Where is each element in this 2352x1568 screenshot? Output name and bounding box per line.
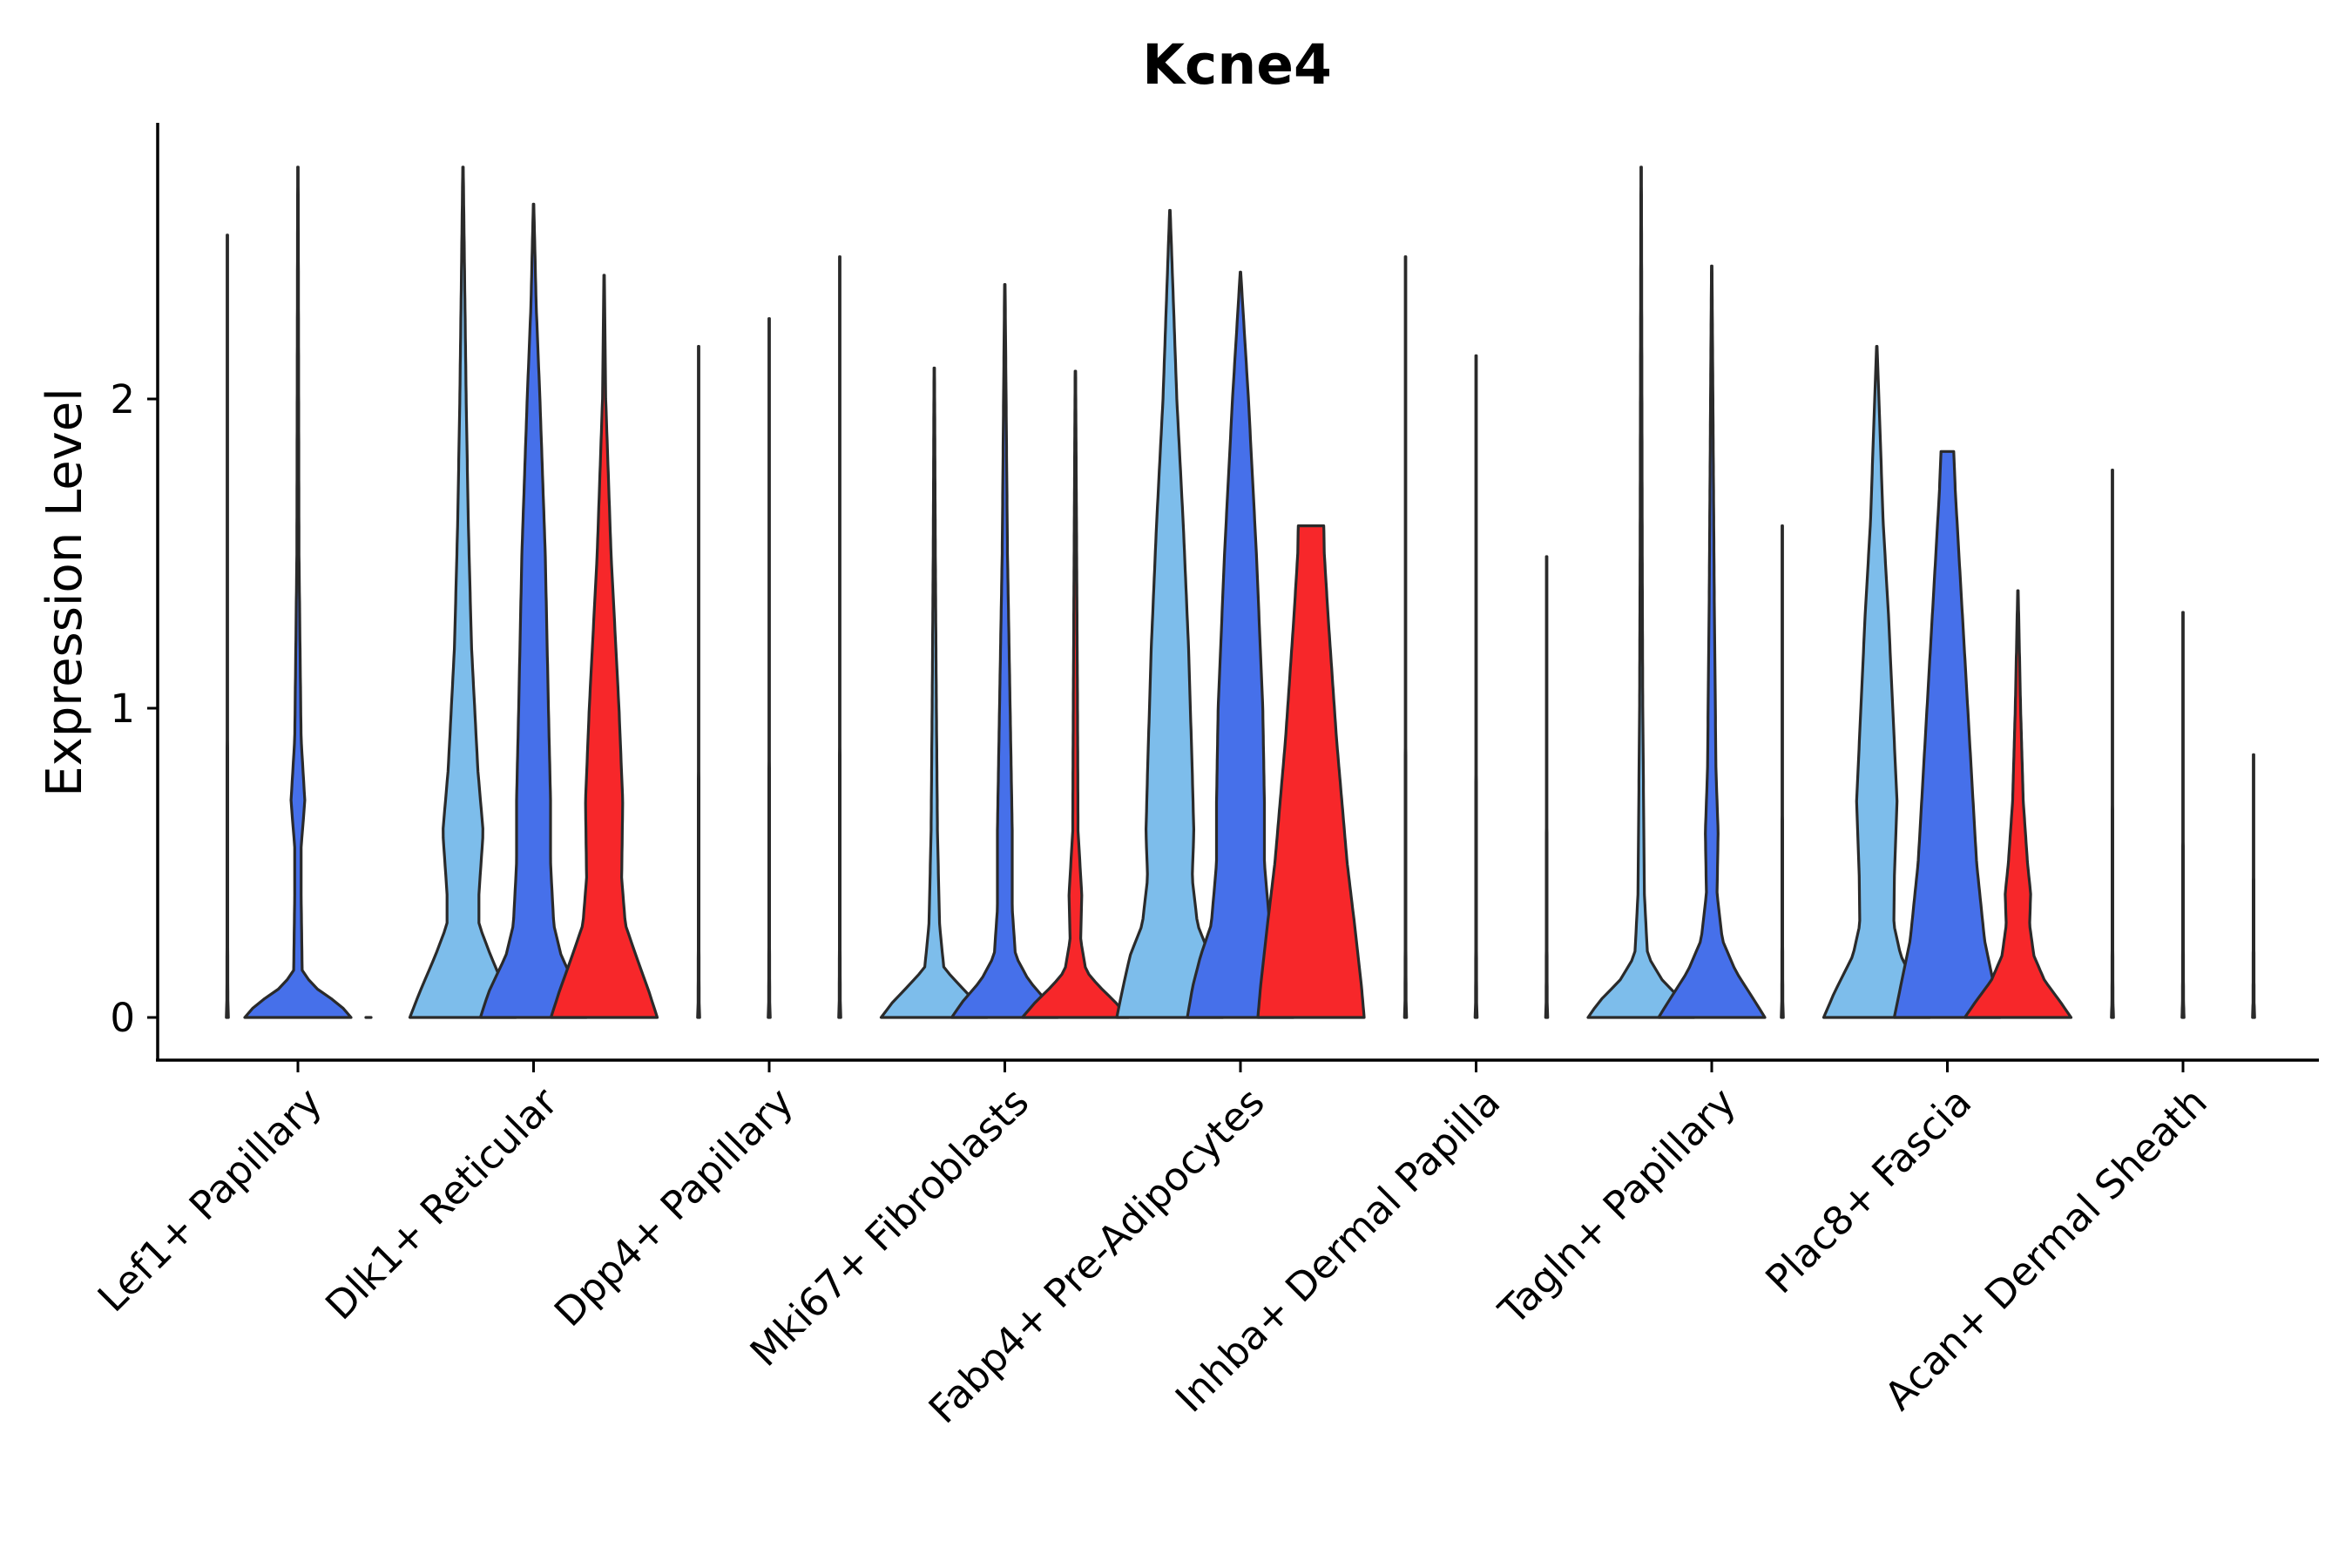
violin-3-0 (879, 366, 990, 1019)
x-tick-label-1: Dlk1+ Reticular (316, 1078, 566, 1328)
chart-title: Kcne4 (1142, 33, 1332, 97)
x-tick-label-0: Lef1+ Papillary (89, 1078, 331, 1321)
violin-8-0 (2110, 469, 2115, 1019)
violin-2-1 (767, 317, 772, 1019)
y-tick-label-2: 2 (110, 376, 135, 422)
x-tick-label-6: Tagln+ Papillary (1490, 1078, 1745, 1334)
violin-0-1 (243, 166, 353, 1019)
x-tick-label-7: Plac8+ Fascia (1756, 1078, 1980, 1302)
y-ticks: 0 1 2 (110, 376, 158, 1041)
violin-5-0 (1402, 255, 1409, 1019)
violin-2-2 (837, 255, 842, 1019)
violin-1-0 (408, 166, 518, 1019)
violin-8-2 (2251, 753, 2256, 1019)
y-axis-label: Expression Level (37, 388, 93, 797)
violin-6-2 (1780, 524, 1785, 1019)
violin-5-2 (1544, 555, 1550, 1019)
violin-7-1 (1892, 449, 2003, 1019)
violin-7-2 (1963, 589, 2073, 1019)
violins-layer (225, 166, 2256, 1019)
violin-4-0 (1115, 208, 1225, 1019)
violin-6-0 (1586, 166, 1696, 1019)
violin-5-1 (1473, 354, 1479, 1019)
violin-3-1 (950, 283, 1060, 1019)
violin-0-0 (225, 233, 230, 1019)
violin-6-1 (1657, 264, 1767, 1019)
violin-7-0 (1821, 345, 1932, 1019)
violin-3-2 (1020, 369, 1131, 1019)
violin-4-1 (1186, 270, 1295, 1019)
y-tick-label-0: 0 (110, 995, 135, 1041)
violin-4-2 (1256, 524, 1366, 1019)
violin-1-2 (549, 274, 659, 1019)
violin-2-0 (696, 345, 701, 1019)
y-tick-label-1: 1 (110, 686, 135, 732)
violin-1-1 (478, 202, 589, 1019)
x-tick-label-2: Dpp4+ Papillary (545, 1078, 802, 1335)
violin-8-1 (2180, 611, 2186, 1019)
